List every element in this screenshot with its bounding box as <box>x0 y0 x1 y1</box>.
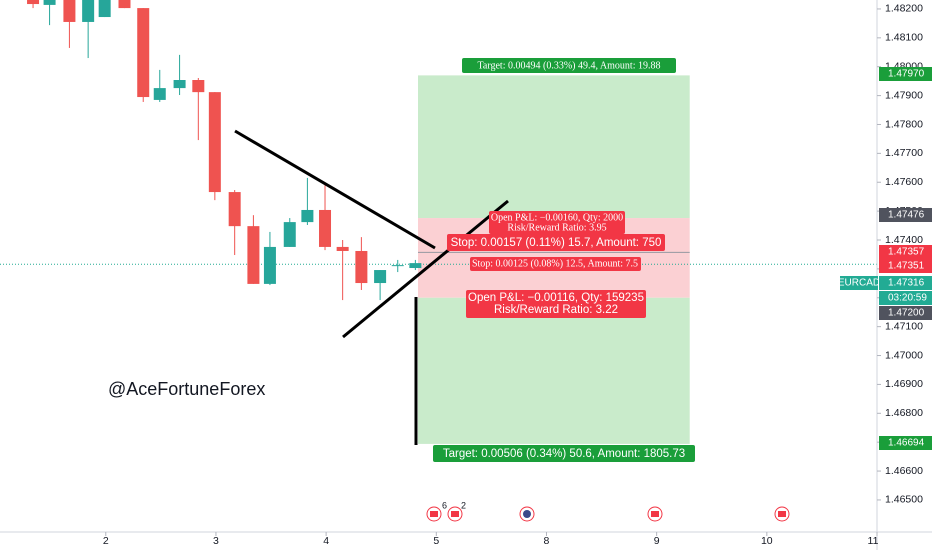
x-tick-label: 8 <box>544 535 550 547</box>
annotation: Risk/Reward Ratio: 3.95 <box>507 222 606 233</box>
price-label: 1.47316 <box>888 278 925 289</box>
candle-body <box>137 8 150 98</box>
x-tick-label: 3 <box>213 535 219 547</box>
x-tick-label: 5 <box>433 535 439 547</box>
event-flag <box>430 511 438 517</box>
y-tick-label: 1.48100 <box>885 32 923 44</box>
event-flag <box>778 511 786 517</box>
annotation-box <box>489 211 625 234</box>
price-label-box <box>879 67 932 81</box>
event-flag <box>451 511 459 517</box>
x-tick-label: 4 <box>323 535 329 547</box>
price-label-box <box>879 291 932 305</box>
event-flag <box>651 511 659 517</box>
annotation: Stop: 0.00125 (0.08%) 12.5, Amount: 7.5 <box>472 258 638 269</box>
candle-body <box>98 0 111 18</box>
annotation-box <box>462 58 676 73</box>
y-tick-label: 1.46600 <box>885 465 923 477</box>
price-label: 1.47357 <box>888 247 925 258</box>
y-tick-label: 1.46800 <box>885 407 923 419</box>
candle-body <box>208 92 221 193</box>
y-tick-label: 1.47700 <box>885 147 923 159</box>
price-label-box <box>879 245 932 259</box>
y-tick-label: 1.46900 <box>885 378 923 390</box>
price-label-box <box>879 276 932 290</box>
price-label-box <box>879 208 932 222</box>
countdown-label: 03:20:59 <box>888 293 927 304</box>
y-tick-label: 1.47000 <box>885 349 923 361</box>
y-tick-label: 1.48200 <box>885 3 923 15</box>
annotation: Target: 0.00494 (0.33%) 49.4, Amount: 19… <box>478 60 661 71</box>
y-tick-label: 1.47800 <box>885 118 923 130</box>
annotation: Open P&L: −0.00160, Qty: 2000 <box>491 212 623 223</box>
candle-body <box>247 226 260 284</box>
price-label-box <box>879 259 932 273</box>
candle-body <box>82 0 95 22</box>
candle-body <box>173 80 186 89</box>
x-tick-label: 2 <box>103 535 109 547</box>
symbol-label: EURCAD <box>838 278 880 289</box>
position-zone <box>418 297 690 444</box>
event-markers: 6 2 <box>426 500 790 522</box>
candle-body <box>228 192 241 227</box>
x-tick-label: 9 <box>654 535 660 547</box>
trendline <box>234 129 436 250</box>
x-tick-label: 11 <box>868 535 879 547</box>
y-tick-label: 1.47900 <box>885 89 923 101</box>
price-label-box <box>879 306 932 320</box>
y-tick-label: 1.46500 <box>885 494 923 506</box>
price-label: 1.46694 <box>888 438 925 449</box>
event-count: 6 <box>442 500 447 510</box>
price-label: 1.47970 <box>888 69 925 80</box>
candle-body <box>409 263 422 269</box>
price-label-box <box>879 436 932 450</box>
y-tick-label: 1.47100 <box>885 320 923 332</box>
candle-body <box>63 0 76 22</box>
x-tick-label: 10 <box>761 535 773 547</box>
annotation: Open P&L: −0.00116, Qty: 159235 <box>468 292 644 304</box>
annotation-box <box>447 234 665 251</box>
price-label: 1.47351 <box>888 261 925 272</box>
candle-body <box>153 88 166 100</box>
annotation: Target: 0.00506 (0.34%) 50.6, Amount: 18… <box>443 448 685 460</box>
annotation-box <box>470 257 641 271</box>
event-count: 2 <box>461 500 466 510</box>
candle-body <box>27 0 40 5</box>
watermark: @AceFortuneForex <box>108 379 265 399</box>
position-zone <box>418 75 690 219</box>
y-tick-label: 1.47600 <box>885 176 923 188</box>
annotation: Risk/Reward Ratio: 3.22 <box>494 304 618 316</box>
candle-body <box>301 209 314 223</box>
candle-body <box>319 209 332 247</box>
candle-body <box>391 265 404 267</box>
candle-body <box>263 246 276 284</box>
annotation: Stop: 0.00157 (0.11%) 15.7, Amount: 750 <box>451 237 662 249</box>
trendline <box>342 199 509 339</box>
price-label: 1.47200 <box>888 308 925 319</box>
symbol-box <box>840 276 878 290</box>
candle-body <box>192 80 205 93</box>
y-tick-label: 1.47400 <box>885 234 923 246</box>
candle-body <box>43 0 56 5</box>
candles <box>27 0 422 301</box>
candle-body <box>336 246 349 251</box>
x-axis: 2 3 4 5 8 9 10 11 <box>103 532 879 547</box>
candle-body <box>374 270 387 284</box>
price-label: 1.47476 <box>888 210 925 221</box>
candle-body <box>283 222 296 247</box>
annotation-box <box>433 445 695 462</box>
event-flag <box>523 510 531 518</box>
annotation-box <box>466 290 646 318</box>
candle-body <box>355 250 368 284</box>
candle-body <box>118 0 131 9</box>
